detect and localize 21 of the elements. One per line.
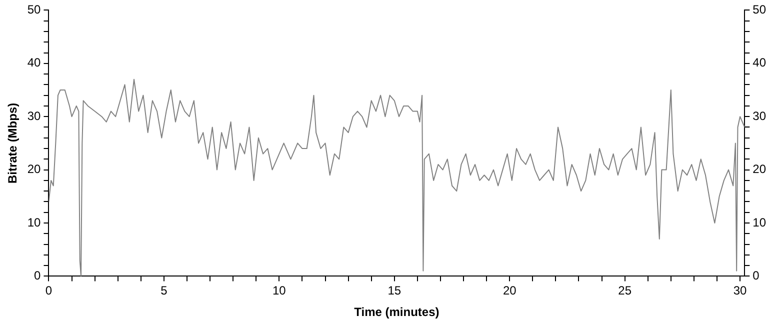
x-tick-label: 30 [733,284,748,298]
y2-tick-label: 20 [752,162,766,176]
x-tick-label: 10 [272,284,286,298]
y-tick-label: 20 [27,162,42,176]
x-tick-label: 20 [502,284,517,298]
x-tick-label: 25 [618,284,632,298]
y-tick-label: 50 [27,2,42,17]
y2-tick-label: 10 [752,215,766,230]
y2-tick-label: 0 [752,268,760,283]
y-tick-label: 40 [27,56,42,70]
y2-tick-label: 30 [752,108,766,123]
x-tick-label: 5 [160,284,168,298]
y-tick-label: 0 [34,268,42,283]
y-tick-label: 10 [27,215,42,230]
y-axis-title: Bitrate (Mbps) [6,102,20,184]
y2-tick-label: 50 [752,2,766,17]
y2-tick-label: 40 [752,56,766,70]
x-tick-label: 0 [45,284,52,298]
y-tick-label: 30 [27,108,42,123]
x-axis-title: Time (minutes) [354,305,440,320]
x-tick-label: 15 [388,284,402,298]
